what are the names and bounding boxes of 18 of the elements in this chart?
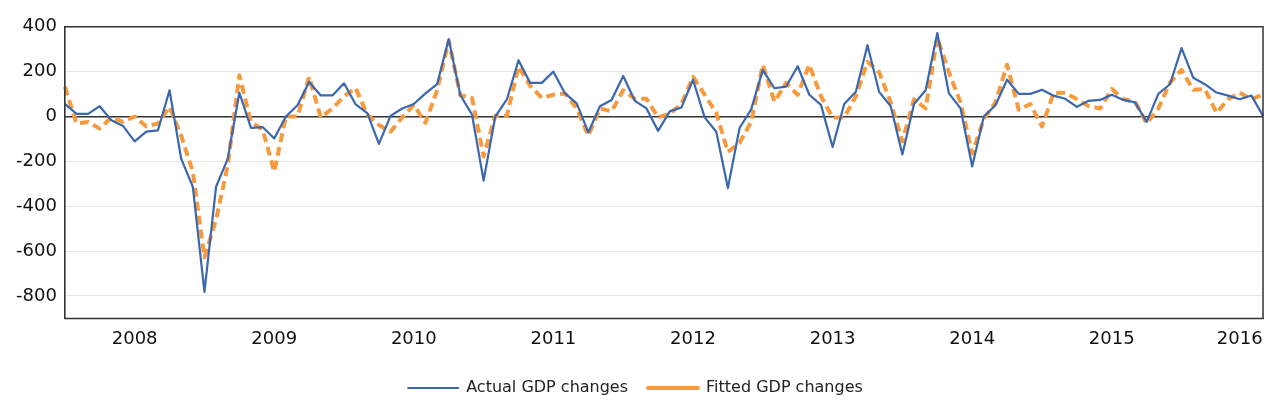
x-tick-label: 2010 xyxy=(390,326,437,348)
legend-label: Actual GDP changes xyxy=(466,377,629,397)
y-tick-label: -400 xyxy=(15,193,57,215)
y-tick-label: 0 xyxy=(45,104,57,126)
x-tick-label: 2009 xyxy=(251,326,298,348)
x-tick-label: 2014 xyxy=(949,326,996,348)
y-tick-label: -800 xyxy=(15,283,57,305)
x-tick-label: 2015 xyxy=(1088,326,1135,348)
x-tick-label: 2013 xyxy=(809,326,856,348)
x-tick-label: 2012 xyxy=(670,326,716,348)
y-tick-label: 200 xyxy=(22,59,57,81)
x-tick-label: 2016 xyxy=(1216,326,1263,348)
y-tick-label: 400 xyxy=(22,14,57,36)
legend-label: Fitted GDP changes xyxy=(706,377,863,397)
y-tick-label: -600 xyxy=(15,238,57,260)
x-tick-label: 2011 xyxy=(530,326,577,348)
y-tick-label: -200 xyxy=(15,149,57,171)
x-tick-label: 2008 xyxy=(111,326,158,348)
